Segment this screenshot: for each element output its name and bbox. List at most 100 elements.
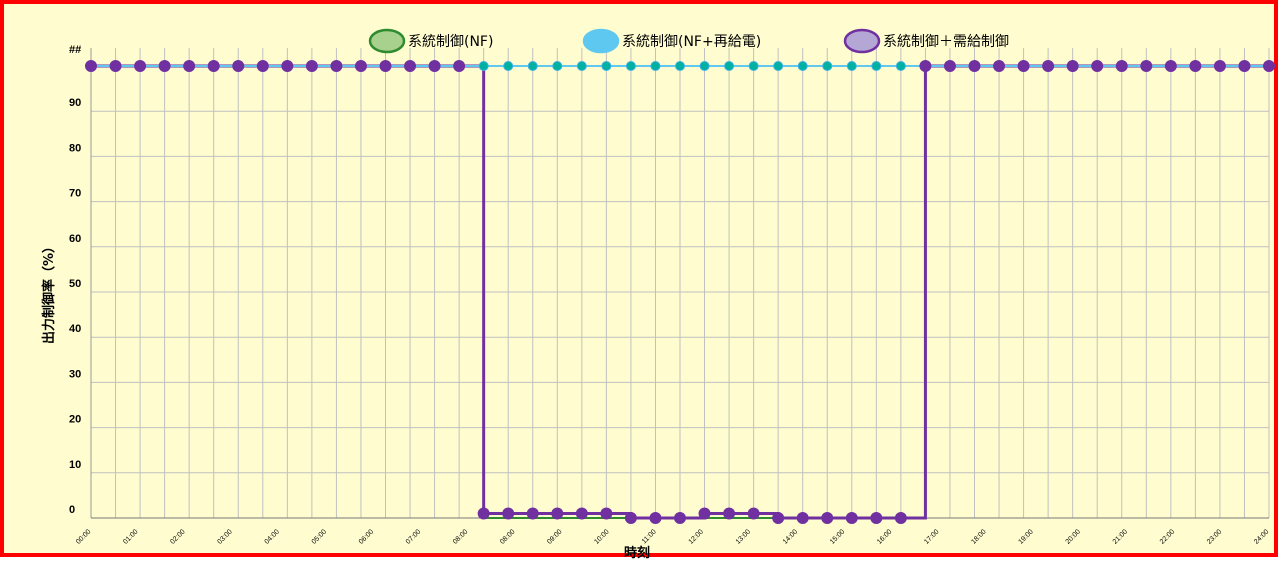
- y-tick-label: 40: [69, 323, 81, 335]
- data-point: [502, 507, 515, 520]
- x-tick-label: 01:00: [122, 528, 139, 545]
- x-tick-label: 22:00: [1159, 528, 1176, 545]
- data-point: [354, 60, 367, 72]
- data-point: [404, 60, 417, 72]
- data-point: [281, 60, 294, 72]
- data-point: [330, 60, 343, 72]
- x-tick-label: 09:00: [546, 528, 563, 545]
- x-tick-label: 06:00: [358, 528, 375, 545]
- legend-swatch-icon: [843, 28, 881, 54]
- data-point: [895, 61, 906, 71]
- y-tick-label: 80: [69, 142, 81, 154]
- data-point: [625, 61, 636, 71]
- x-tick-label: 05:00: [311, 528, 328, 545]
- data-point: [943, 60, 956, 72]
- data-point: [526, 507, 539, 520]
- x-tick-label: 13:00: [735, 528, 752, 545]
- data-point: [601, 61, 612, 71]
- data-point: [1164, 60, 1177, 72]
- data-point: [1189, 60, 1202, 72]
- data-point: [723, 507, 736, 520]
- data-point: [428, 60, 441, 72]
- data-point: [822, 61, 833, 71]
- legend-swatch-icon: [368, 28, 406, 54]
- legend: 系統制御(NF) 系統制御(NF+再給電) 系統制御＋需給制御: [368, 28, 1009, 54]
- data-point: [1042, 60, 1055, 72]
- y-tick-label: 90: [69, 97, 81, 109]
- data-point: [968, 60, 981, 72]
- data-point: [1091, 60, 1104, 72]
- data-point: [624, 512, 637, 524]
- data-point: [699, 61, 710, 71]
- x-tick-label: 02:00: [169, 528, 186, 545]
- data-point: [650, 61, 661, 71]
- data-point: [256, 60, 269, 72]
- data-point: [551, 507, 564, 520]
- x-tick-label: 04:00: [264, 528, 281, 545]
- data-point: [477, 507, 490, 520]
- x-tick-label: 15:00: [829, 528, 846, 545]
- data-point: [724, 61, 735, 71]
- y-tick-label: 10: [69, 459, 81, 471]
- data-point: [675, 61, 685, 71]
- data-point: [674, 512, 686, 524]
- data-point: [772, 512, 785, 524]
- data-point: [85, 60, 97, 72]
- x-tick-label: 00:00: [75, 528, 92, 545]
- x-tick-label: 08:00: [452, 528, 469, 545]
- x-tick-label: 23:00: [1206, 528, 1223, 545]
- x-axis-title: 時刻: [624, 545, 650, 561]
- data-point: [527, 61, 538, 71]
- x-tick-label: 21:00: [1112, 528, 1129, 545]
- data-point: [1263, 60, 1275, 72]
- data-point: [379, 60, 392, 72]
- data-point: [1213, 60, 1226, 72]
- x-tick-label: 14:00: [782, 528, 799, 545]
- data-point: [552, 61, 563, 71]
- x-tick-label: 17:00: [923, 528, 940, 545]
- x-tick-label: 10:00: [593, 528, 610, 545]
- y-tick-label: 60: [69, 233, 81, 245]
- x-tick-label: 12:00: [688, 528, 705, 545]
- series-points: [85, 60, 1275, 524]
- data-point: [453, 60, 466, 72]
- legend-label: 系統制御(NF+再給電): [622, 34, 761, 50]
- data-point: [846, 61, 857, 71]
- y-tick-labels: 0 10 20 30 40 50 60 70 80 90 ##: [69, 44, 81, 516]
- data-point: [134, 60, 147, 72]
- data-point: [919, 60, 932, 72]
- data-point: [1238, 60, 1251, 72]
- y-axis-title: 出力制御率（%）: [41, 240, 57, 344]
- x-tick-label: 07:00: [405, 528, 422, 545]
- data-point: [797, 61, 808, 71]
- data-point: [1066, 60, 1079, 72]
- x-tick-label: 11:00: [641, 528, 658, 545]
- y-tick-label: 20: [69, 414, 81, 426]
- data-point: [158, 60, 171, 72]
- data-point: [773, 61, 784, 71]
- data-point: [796, 512, 809, 524]
- y-tick-label: 70: [69, 188, 81, 200]
- data-point: [1115, 60, 1128, 72]
- legend-label: 系統制御(NF): [408, 34, 493, 50]
- y-tick-label: 0: [69, 504, 75, 516]
- data-point: [207, 60, 220, 72]
- data-point: [1017, 60, 1030, 72]
- data-point: [871, 61, 882, 71]
- data-point: [109, 60, 122, 72]
- data-point: [649, 512, 662, 524]
- data-point: [993, 60, 1006, 72]
- y-tick-label: ##: [69, 44, 81, 56]
- x-tick-label: 19:00: [1017, 528, 1034, 545]
- legend-label: 系統制御＋需給制御: [883, 34, 1009, 50]
- data-point: [503, 61, 514, 71]
- x-tick-label: 16:00: [876, 528, 893, 545]
- y-tick-label: 30: [69, 368, 81, 380]
- data-point: [575, 507, 588, 520]
- data-point: [600, 507, 613, 520]
- data-point: [478, 61, 489, 71]
- data-point: [183, 60, 196, 72]
- data-point: [232, 60, 245, 72]
- data-point: [698, 507, 711, 520]
